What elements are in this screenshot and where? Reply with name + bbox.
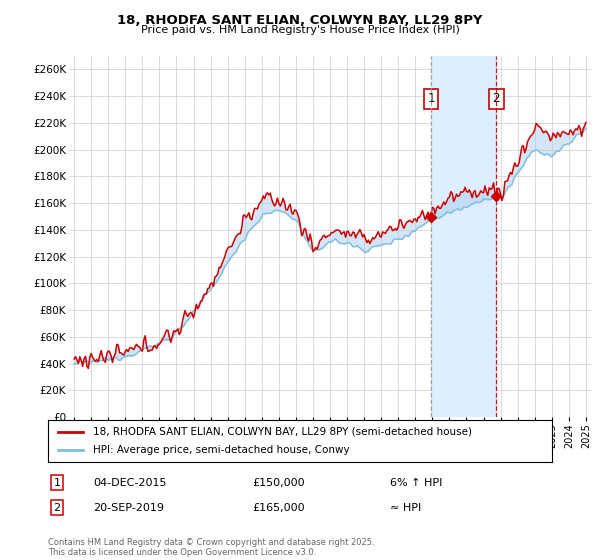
Text: 18, RHODFA SANT ELIAN, COLWYN BAY, LL29 8PY: 18, RHODFA SANT ELIAN, COLWYN BAY, LL29 …: [117, 14, 483, 27]
Text: HPI: Average price, semi-detached house, Conwy: HPI: Average price, semi-detached house,…: [94, 445, 350, 455]
Text: Contains HM Land Registry data © Crown copyright and database right 2025.
This d: Contains HM Land Registry data © Crown c…: [48, 538, 374, 557]
Text: 1: 1: [53, 478, 61, 488]
Text: 04-DEC-2015: 04-DEC-2015: [93, 478, 167, 488]
Text: Price paid vs. HM Land Registry's House Price Index (HPI): Price paid vs. HM Land Registry's House …: [140, 25, 460, 35]
Text: 2: 2: [493, 92, 500, 105]
Text: ≈ HPI: ≈ HPI: [390, 503, 421, 513]
Text: 6% ↑ HPI: 6% ↑ HPI: [390, 478, 442, 488]
Text: 1: 1: [427, 92, 435, 105]
Text: 18, RHODFA SANT ELIAN, COLWYN BAY, LL29 8PY (semi-detached house): 18, RHODFA SANT ELIAN, COLWYN BAY, LL29 …: [94, 427, 472, 437]
Text: 2: 2: [53, 503, 61, 513]
Bar: [431, 56, 496, 417]
Text: £165,000: £165,000: [252, 503, 305, 513]
Text: 20-SEP-2019: 20-SEP-2019: [93, 503, 164, 513]
Text: £150,000: £150,000: [252, 478, 305, 488]
